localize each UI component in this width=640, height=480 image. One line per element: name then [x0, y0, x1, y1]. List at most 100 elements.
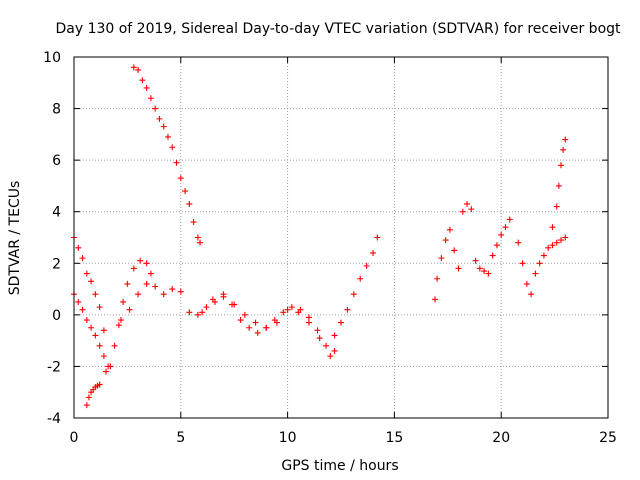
data-point: [331, 332, 338, 339]
data-point: [103, 368, 110, 375]
data-point: [120, 298, 127, 305]
data-point: [237, 317, 244, 324]
data-point: [280, 309, 287, 316]
data-point: [523, 280, 530, 287]
data-point: [519, 260, 526, 267]
data-point: [489, 252, 496, 259]
data-point: [493, 242, 500, 249]
data-point: [515, 239, 522, 246]
data-point: [169, 144, 176, 151]
data-point: [327, 353, 334, 360]
data-point: [139, 77, 146, 84]
series-arc-midday-b: [199, 291, 334, 360]
data-point: [92, 291, 99, 298]
data-point: [137, 257, 144, 264]
data-point: [502, 224, 509, 231]
data-point: [555, 182, 562, 189]
data-point: [143, 260, 150, 267]
data-point: [374, 234, 381, 241]
series-arc-final-b: [549, 234, 569, 249]
data-point: [344, 306, 351, 313]
data-point: [130, 265, 137, 272]
data-point: [357, 275, 364, 282]
plot-frame: [73, 56, 609, 419]
data-point: [220, 291, 227, 298]
data-point: [199, 309, 206, 316]
data-point: [553, 239, 560, 246]
data-point: [464, 200, 471, 207]
data-point: [107, 363, 114, 370]
data-point: [156, 115, 163, 122]
data-point: [96, 304, 103, 311]
data-point: [143, 84, 150, 91]
series-arc-final: [515, 136, 569, 298]
data-point: [186, 309, 193, 316]
data-point: [562, 234, 569, 241]
x-tick-label: 20: [492, 430, 510, 446]
y-tick-label: -4: [47, 411, 61, 427]
data-point: [431, 296, 438, 303]
data-point: [434, 275, 441, 282]
data-point: [562, 136, 569, 143]
data-point: [455, 265, 462, 272]
data-point: [442, 237, 449, 244]
y-tick-labels: -4 -2 0 2 4 6 8 10: [43, 50, 61, 427]
data-point: [246, 324, 253, 331]
y-tick-label: 8: [52, 102, 61, 118]
data-point: [79, 255, 86, 262]
data-point: [173, 159, 180, 166]
data-point: [363, 262, 370, 269]
y-tick-label: 0: [52, 308, 61, 324]
data-point: [160, 123, 167, 130]
data-point: [370, 249, 377, 256]
data-point: [83, 270, 90, 277]
data-point: [481, 268, 488, 275]
data-point: [545, 244, 552, 251]
x-tick-label: 5: [176, 430, 185, 446]
data-point: [209, 296, 216, 303]
data-point: [75, 298, 82, 305]
data-point: [115, 322, 122, 329]
data-point: [558, 162, 565, 169]
data-point: [323, 342, 330, 349]
data-point: [438, 255, 445, 262]
data-point: [459, 208, 466, 215]
data-point: [96, 381, 103, 388]
y-tick-label: 6: [52, 153, 61, 169]
data-point: [85, 394, 92, 401]
data-point: [498, 231, 505, 238]
data-point: [96, 342, 103, 349]
data-point: [284, 306, 291, 313]
data-point: [135, 66, 142, 73]
data-point: [182, 188, 189, 195]
data-point: [350, 291, 357, 298]
x-axis-label: GPS time / hours: [281, 458, 398, 474]
data-point: [147, 95, 154, 102]
data-points: [71, 64, 569, 409]
data-point: [446, 226, 453, 233]
data-point: [126, 306, 133, 313]
data-point: [549, 242, 556, 249]
series-arc-midday: [117, 280, 338, 354]
data-point: [288, 304, 295, 311]
data-point: [186, 200, 193, 207]
data-point: [231, 301, 238, 308]
data-point: [532, 270, 539, 277]
data-point: [117, 317, 124, 324]
data-point: [177, 288, 184, 295]
series-arc-early-mid: [71, 257, 154, 375]
data-point: [83, 402, 90, 409]
data-point: [147, 270, 154, 277]
data-point: [152, 283, 159, 290]
x-tick-label: 15: [385, 430, 403, 446]
data-point: [331, 347, 338, 354]
data-point: [83, 317, 90, 324]
data-point: [92, 332, 99, 339]
x-tick-label: 0: [70, 430, 79, 446]
data-point: [197, 239, 204, 246]
series-arc-low-start: [83, 381, 103, 409]
y-axis-label: SDTVAR / TECUs: [7, 181, 23, 296]
data-point: [152, 105, 159, 112]
data-point: [100, 327, 107, 334]
